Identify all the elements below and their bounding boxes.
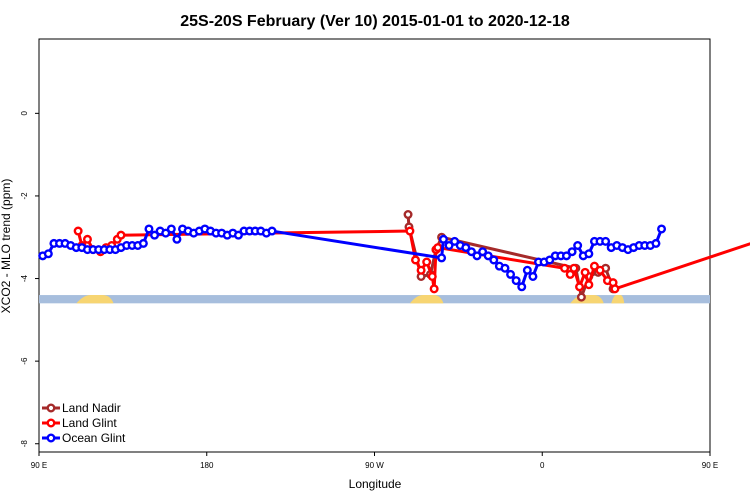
data-point xyxy=(565,269,575,279)
x-tick-label: 180 xyxy=(200,461,214,470)
data-point xyxy=(150,230,160,240)
y-tick-label: 0 xyxy=(20,111,29,116)
data-point xyxy=(595,265,605,275)
data-point xyxy=(576,292,586,302)
data-point xyxy=(411,255,421,265)
data-point xyxy=(575,282,585,292)
data-point xyxy=(472,251,482,261)
data-point xyxy=(589,261,599,271)
data-point xyxy=(528,271,538,281)
x-tick-label: 90 E xyxy=(31,461,47,470)
data-point xyxy=(567,247,577,257)
data-point xyxy=(573,240,583,250)
data-point xyxy=(267,226,277,236)
x-axis-label: Longitude xyxy=(349,477,402,491)
data-point xyxy=(489,255,499,265)
data-point xyxy=(166,224,176,234)
y-tick-label: -8 xyxy=(20,440,29,448)
legend-swatch-marker xyxy=(46,403,56,413)
data-point xyxy=(560,263,570,273)
legend-item: Land Glint xyxy=(42,416,117,430)
legend-label: Ocean Glint xyxy=(62,431,126,445)
data-point xyxy=(461,243,471,253)
data-point xyxy=(580,267,590,277)
data-point xyxy=(429,284,439,294)
land-segment xyxy=(76,295,114,304)
data-point xyxy=(405,226,415,236)
legend-label: Land Glint xyxy=(62,416,117,430)
x-tick-label: 90 E xyxy=(702,461,718,470)
land-segment xyxy=(409,295,444,304)
data-point xyxy=(73,226,83,236)
data-point xyxy=(138,238,148,248)
legend-item: Land Nadir xyxy=(42,401,121,415)
data-point xyxy=(500,263,510,273)
series-ocean-glint xyxy=(38,224,667,292)
legend-label: Land Nadir xyxy=(62,401,121,415)
legend-item: Ocean Glint xyxy=(42,431,126,445)
data-point xyxy=(478,247,488,257)
data-point xyxy=(483,251,493,261)
ocean-band xyxy=(39,295,710,304)
data-point xyxy=(651,238,661,248)
chart-title: 25S-20S February (Ver 10) 2015-01-01 to … xyxy=(180,13,570,30)
data-point xyxy=(444,240,454,250)
data-point xyxy=(82,234,92,244)
data-point xyxy=(561,251,571,261)
data-point xyxy=(43,249,53,259)
land-segment xyxy=(611,295,625,304)
data-point xyxy=(584,249,594,259)
data-point xyxy=(161,228,171,238)
x-tick-label: 90 W xyxy=(365,461,384,470)
data-point xyxy=(427,271,437,281)
y-tick-label: -4 xyxy=(20,274,29,282)
data-point xyxy=(116,230,126,240)
data-point xyxy=(517,282,527,292)
data-point xyxy=(233,230,243,240)
data-point xyxy=(522,265,532,275)
data-point xyxy=(610,284,620,294)
data-point xyxy=(657,224,667,234)
data-point xyxy=(438,234,448,244)
data-point xyxy=(172,234,182,244)
data-point xyxy=(506,269,516,279)
data-point xyxy=(545,255,555,265)
data-point xyxy=(416,265,426,275)
data-point xyxy=(569,263,579,273)
data-point xyxy=(437,253,447,263)
legend-swatch-marker xyxy=(46,418,56,428)
data-point xyxy=(433,243,443,253)
legend-swatch-marker xyxy=(46,433,56,443)
y-tick-label: -6 xyxy=(20,357,29,365)
data-point xyxy=(450,236,460,246)
y-tick-label: -2 xyxy=(20,192,29,200)
data-point xyxy=(601,236,611,246)
data-point xyxy=(403,210,413,220)
data-point xyxy=(466,247,476,257)
data-point xyxy=(422,257,432,267)
x-tick-label: 0 xyxy=(540,461,545,470)
data-point xyxy=(144,224,154,234)
y-axis-label: XCO2 - MLO trend (ppm) xyxy=(0,179,13,314)
data-point xyxy=(584,280,594,290)
data-point xyxy=(511,276,521,286)
